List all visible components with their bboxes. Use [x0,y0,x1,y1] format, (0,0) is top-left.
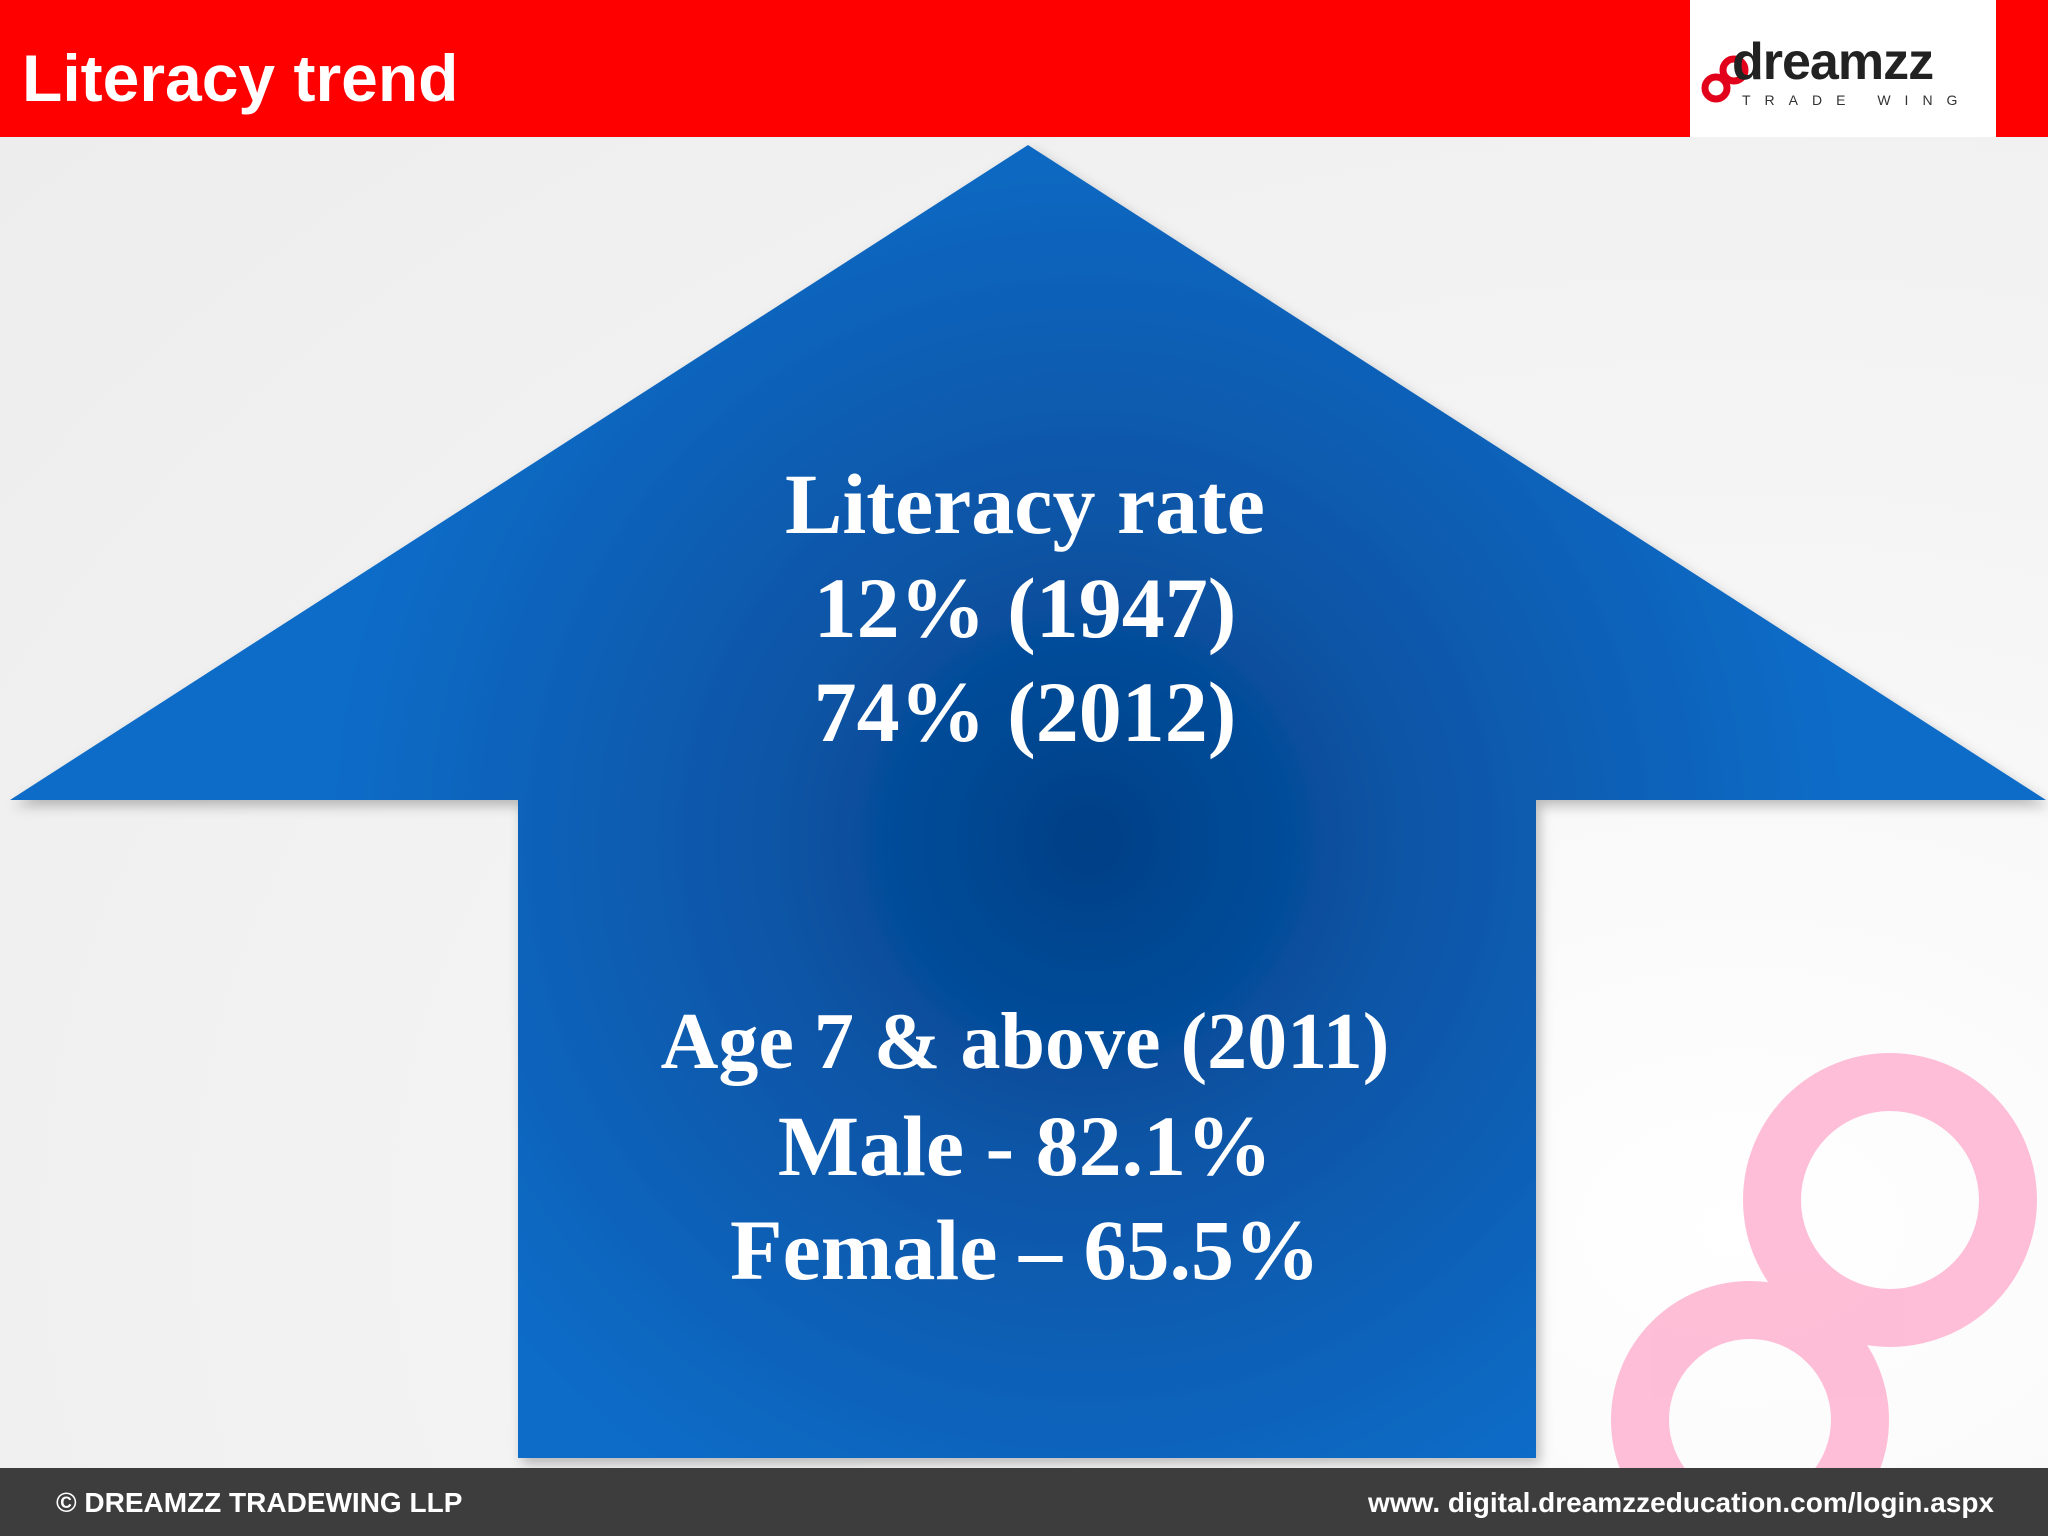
infinity-loop-watermark-icon [1611,1053,2037,1468]
literacy-rate-heading: Literacy rate [785,456,1265,552]
page-title: Literacy trend [22,41,459,115]
logo-wordmark: dreamzz [1732,33,1934,91]
footer-url[interactable]: www. digital.dreamzzeducation.com/login.… [1368,1487,1994,1518]
logo-tagline: TRADE WING [1742,92,1972,108]
footer-copyright: © DREAMZZ TRADEWING LLP [56,1487,463,1518]
literacy-1947: 12% (1947) [813,560,1237,656]
female-literacy: Female – 65.5% [730,1202,1320,1298]
age-group-heading: Age 7 & above (2011) [660,998,1390,1086]
male-literacy: Male - 82.1% [777,1098,1273,1194]
footer-bar: © DREAMZZ TRADEWING LLP www. digital.dre… [0,1468,2048,1536]
logo: dreamzz TRADE WING [1690,0,1996,137]
infinity-loop-icon [1701,55,1749,103]
up-arrow-body [10,145,2046,1458]
title-bar-edge [1996,0,2048,137]
up-arrow-shape [10,145,2046,1458]
literacy-rate-block: Literacy rate 12% (1947) 74% (2012) [520,452,1530,764]
title-bar: Literacy trend [0,0,1690,137]
gender-literacy-block: Age 7 & above (2011) Male - 82.1% Female… [520,990,1530,1302]
literacy-2012: 74% (2012) [813,664,1237,760]
